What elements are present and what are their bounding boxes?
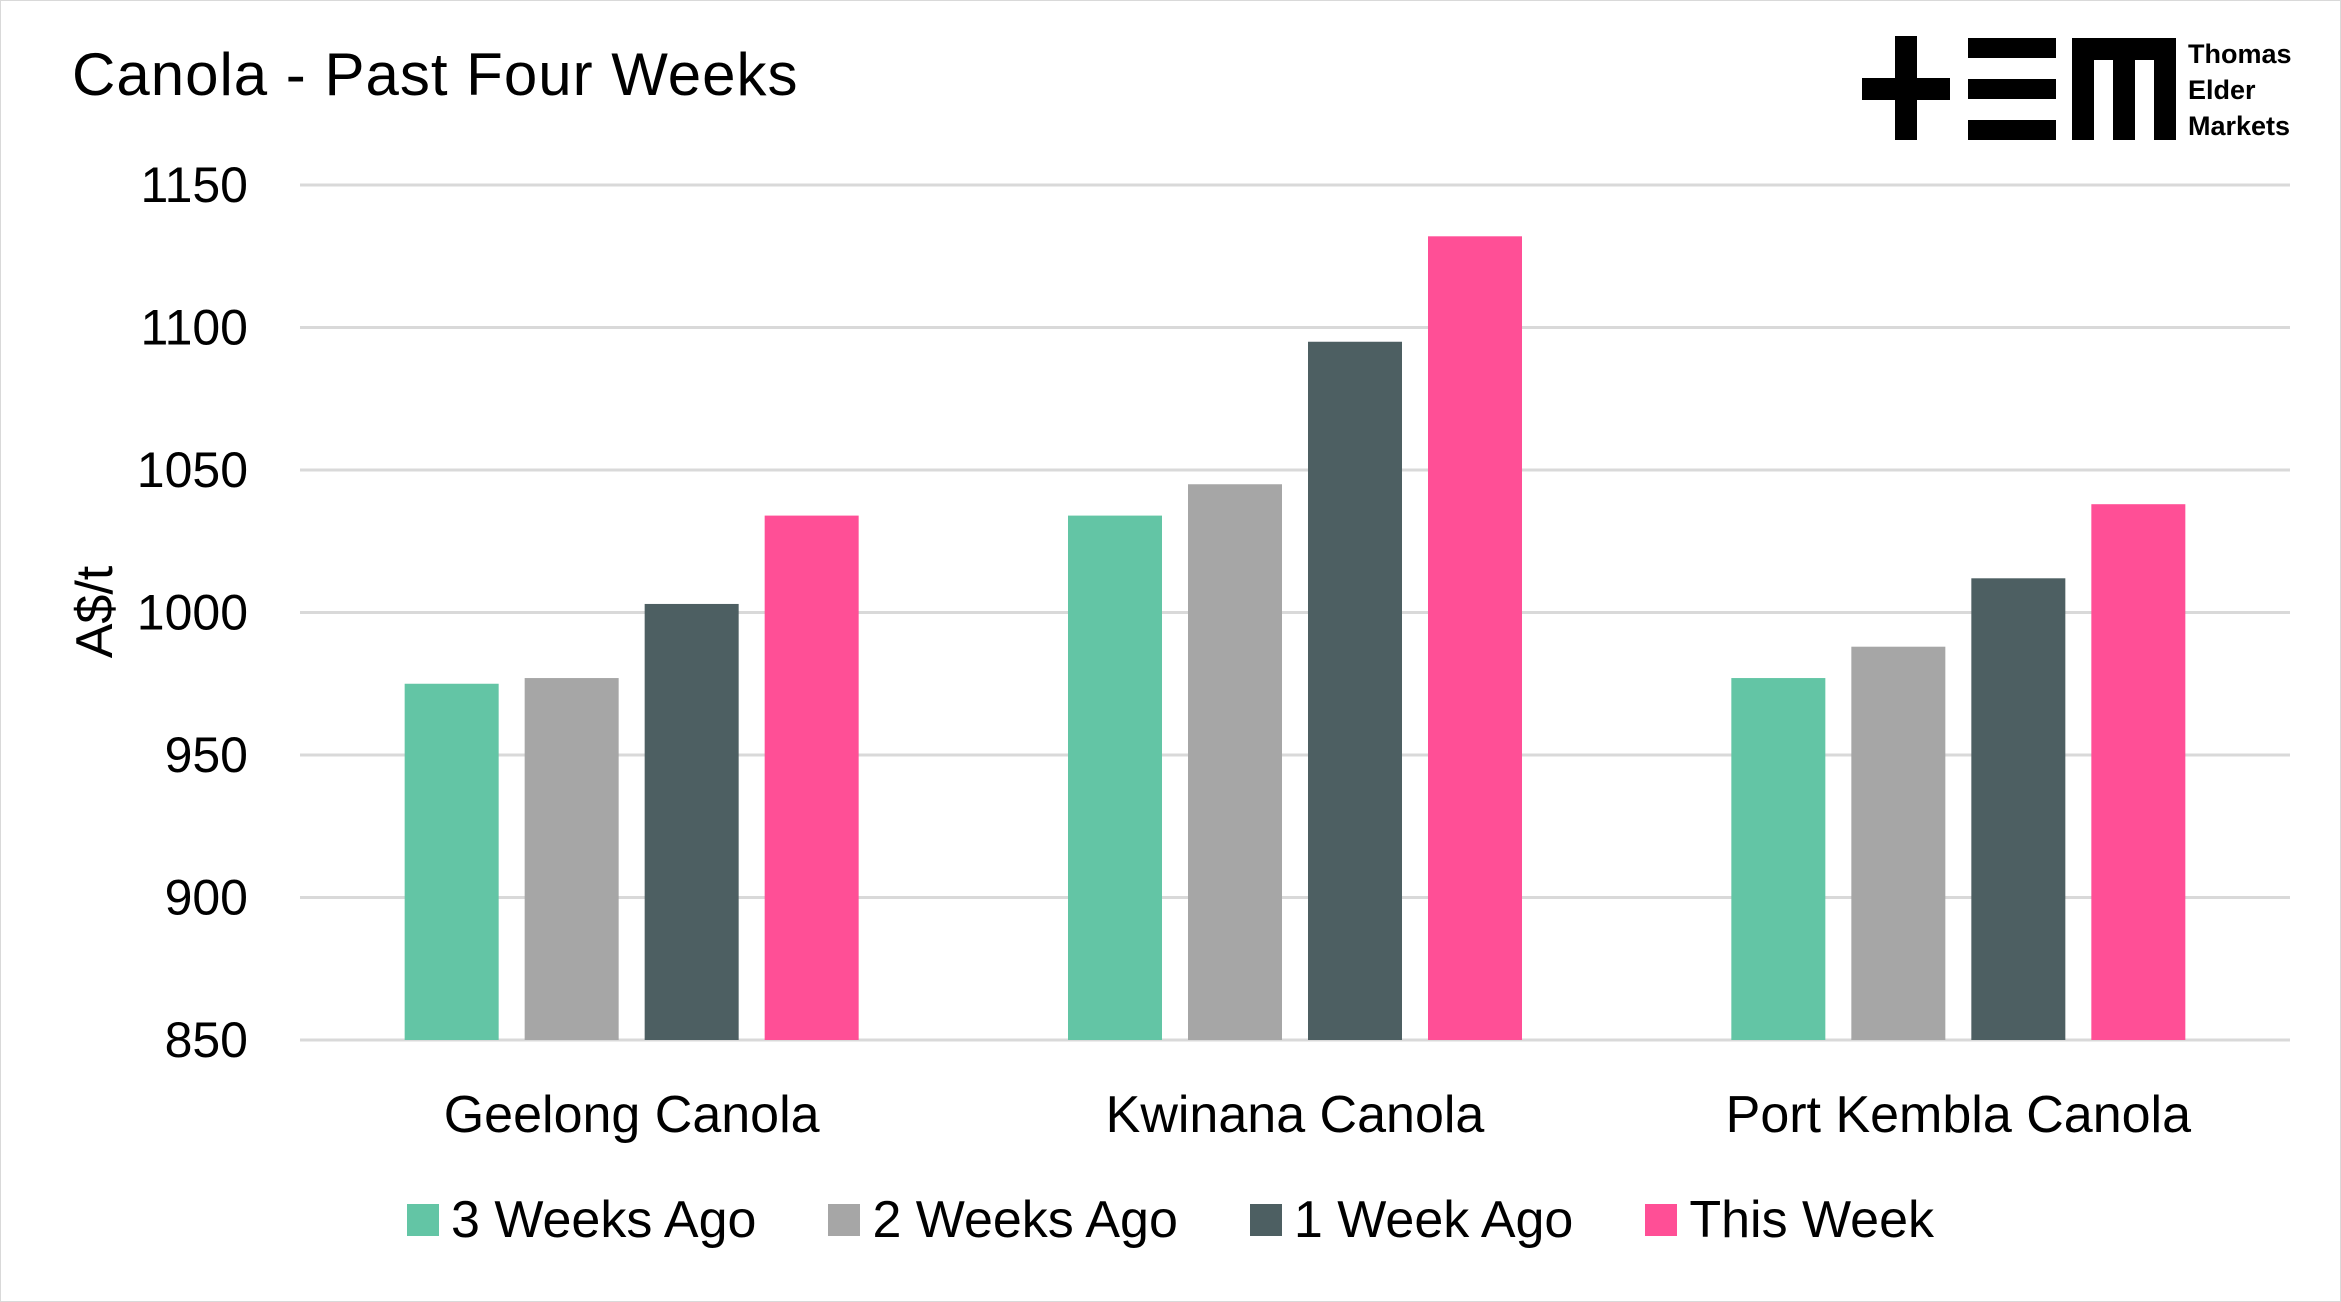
tem-logo bbox=[1862, 36, 2176, 140]
y-tick-label: 850 bbox=[165, 1012, 248, 1068]
bar bbox=[644, 603, 739, 1040]
legend-swatch bbox=[1249, 1204, 1282, 1236]
legend-label: This Week bbox=[1689, 1191, 1935, 1249]
bar bbox=[1068, 515, 1162, 1040]
legend-swatch bbox=[406, 1204, 439, 1236]
chart-title: Canola - Past Four Weeks bbox=[72, 41, 799, 108]
y-tick-label: 1150 bbox=[140, 157, 248, 213]
bar bbox=[2091, 504, 2186, 1040]
legend-swatch bbox=[1645, 1204, 1678, 1236]
logo-line-1: Thomas bbox=[2188, 39, 2292, 69]
x-category-label: Kwinana Canola bbox=[1106, 1086, 1485, 1144]
bar bbox=[524, 678, 619, 1040]
y-tick-label: 1050 bbox=[137, 442, 248, 498]
x-category-label: Port Kembla Canola bbox=[1726, 1086, 2191, 1144]
logo-line-2: Elder bbox=[2188, 75, 2256, 105]
bar bbox=[1851, 646, 1946, 1040]
legend-label: 1 Week Ago bbox=[1293, 1191, 1574, 1249]
legend-label: 3 Weeks Ago bbox=[450, 1191, 757, 1249]
logo-line-3: Markets bbox=[2188, 111, 2291, 141]
legend-item: This Week bbox=[1645, 1190, 1934, 1250]
bar bbox=[764, 515, 859, 1040]
legend-swatch bbox=[828, 1204, 861, 1236]
bar bbox=[1308, 341, 1402, 1040]
y-axis-label: A$/t bbox=[66, 565, 124, 658]
bar bbox=[1971, 578, 2066, 1040]
bar bbox=[404, 683, 499, 1040]
legend-label: 2 Weeks Ago bbox=[872, 1191, 1178, 1249]
legend: 3 Weeks Ago 2 Weeks Ago 1 Week Ago This Wee… bbox=[0, 1190, 2341, 1250]
legend-item: 2 Weeks Ago bbox=[828, 1190, 1178, 1250]
x-category-label: Geelong Canola bbox=[444, 1086, 820, 1144]
bar bbox=[1428, 236, 1522, 1041]
bar bbox=[1188, 484, 1282, 1040]
logo-text: Thomas Elder Markets bbox=[2188, 36, 2292, 144]
bar bbox=[1731, 678, 1826, 1040]
y-tick-label: 1000 bbox=[137, 585, 248, 641]
y-tick-label: 950 bbox=[165, 727, 248, 783]
y-tick-label: 900 bbox=[165, 870, 248, 926]
legend-item: 1 Week Ago bbox=[1249, 1190, 1574, 1250]
y-tick-label: 1100 bbox=[140, 300, 248, 356]
legend-item: 3 Weeks Ago bbox=[406, 1190, 757, 1250]
